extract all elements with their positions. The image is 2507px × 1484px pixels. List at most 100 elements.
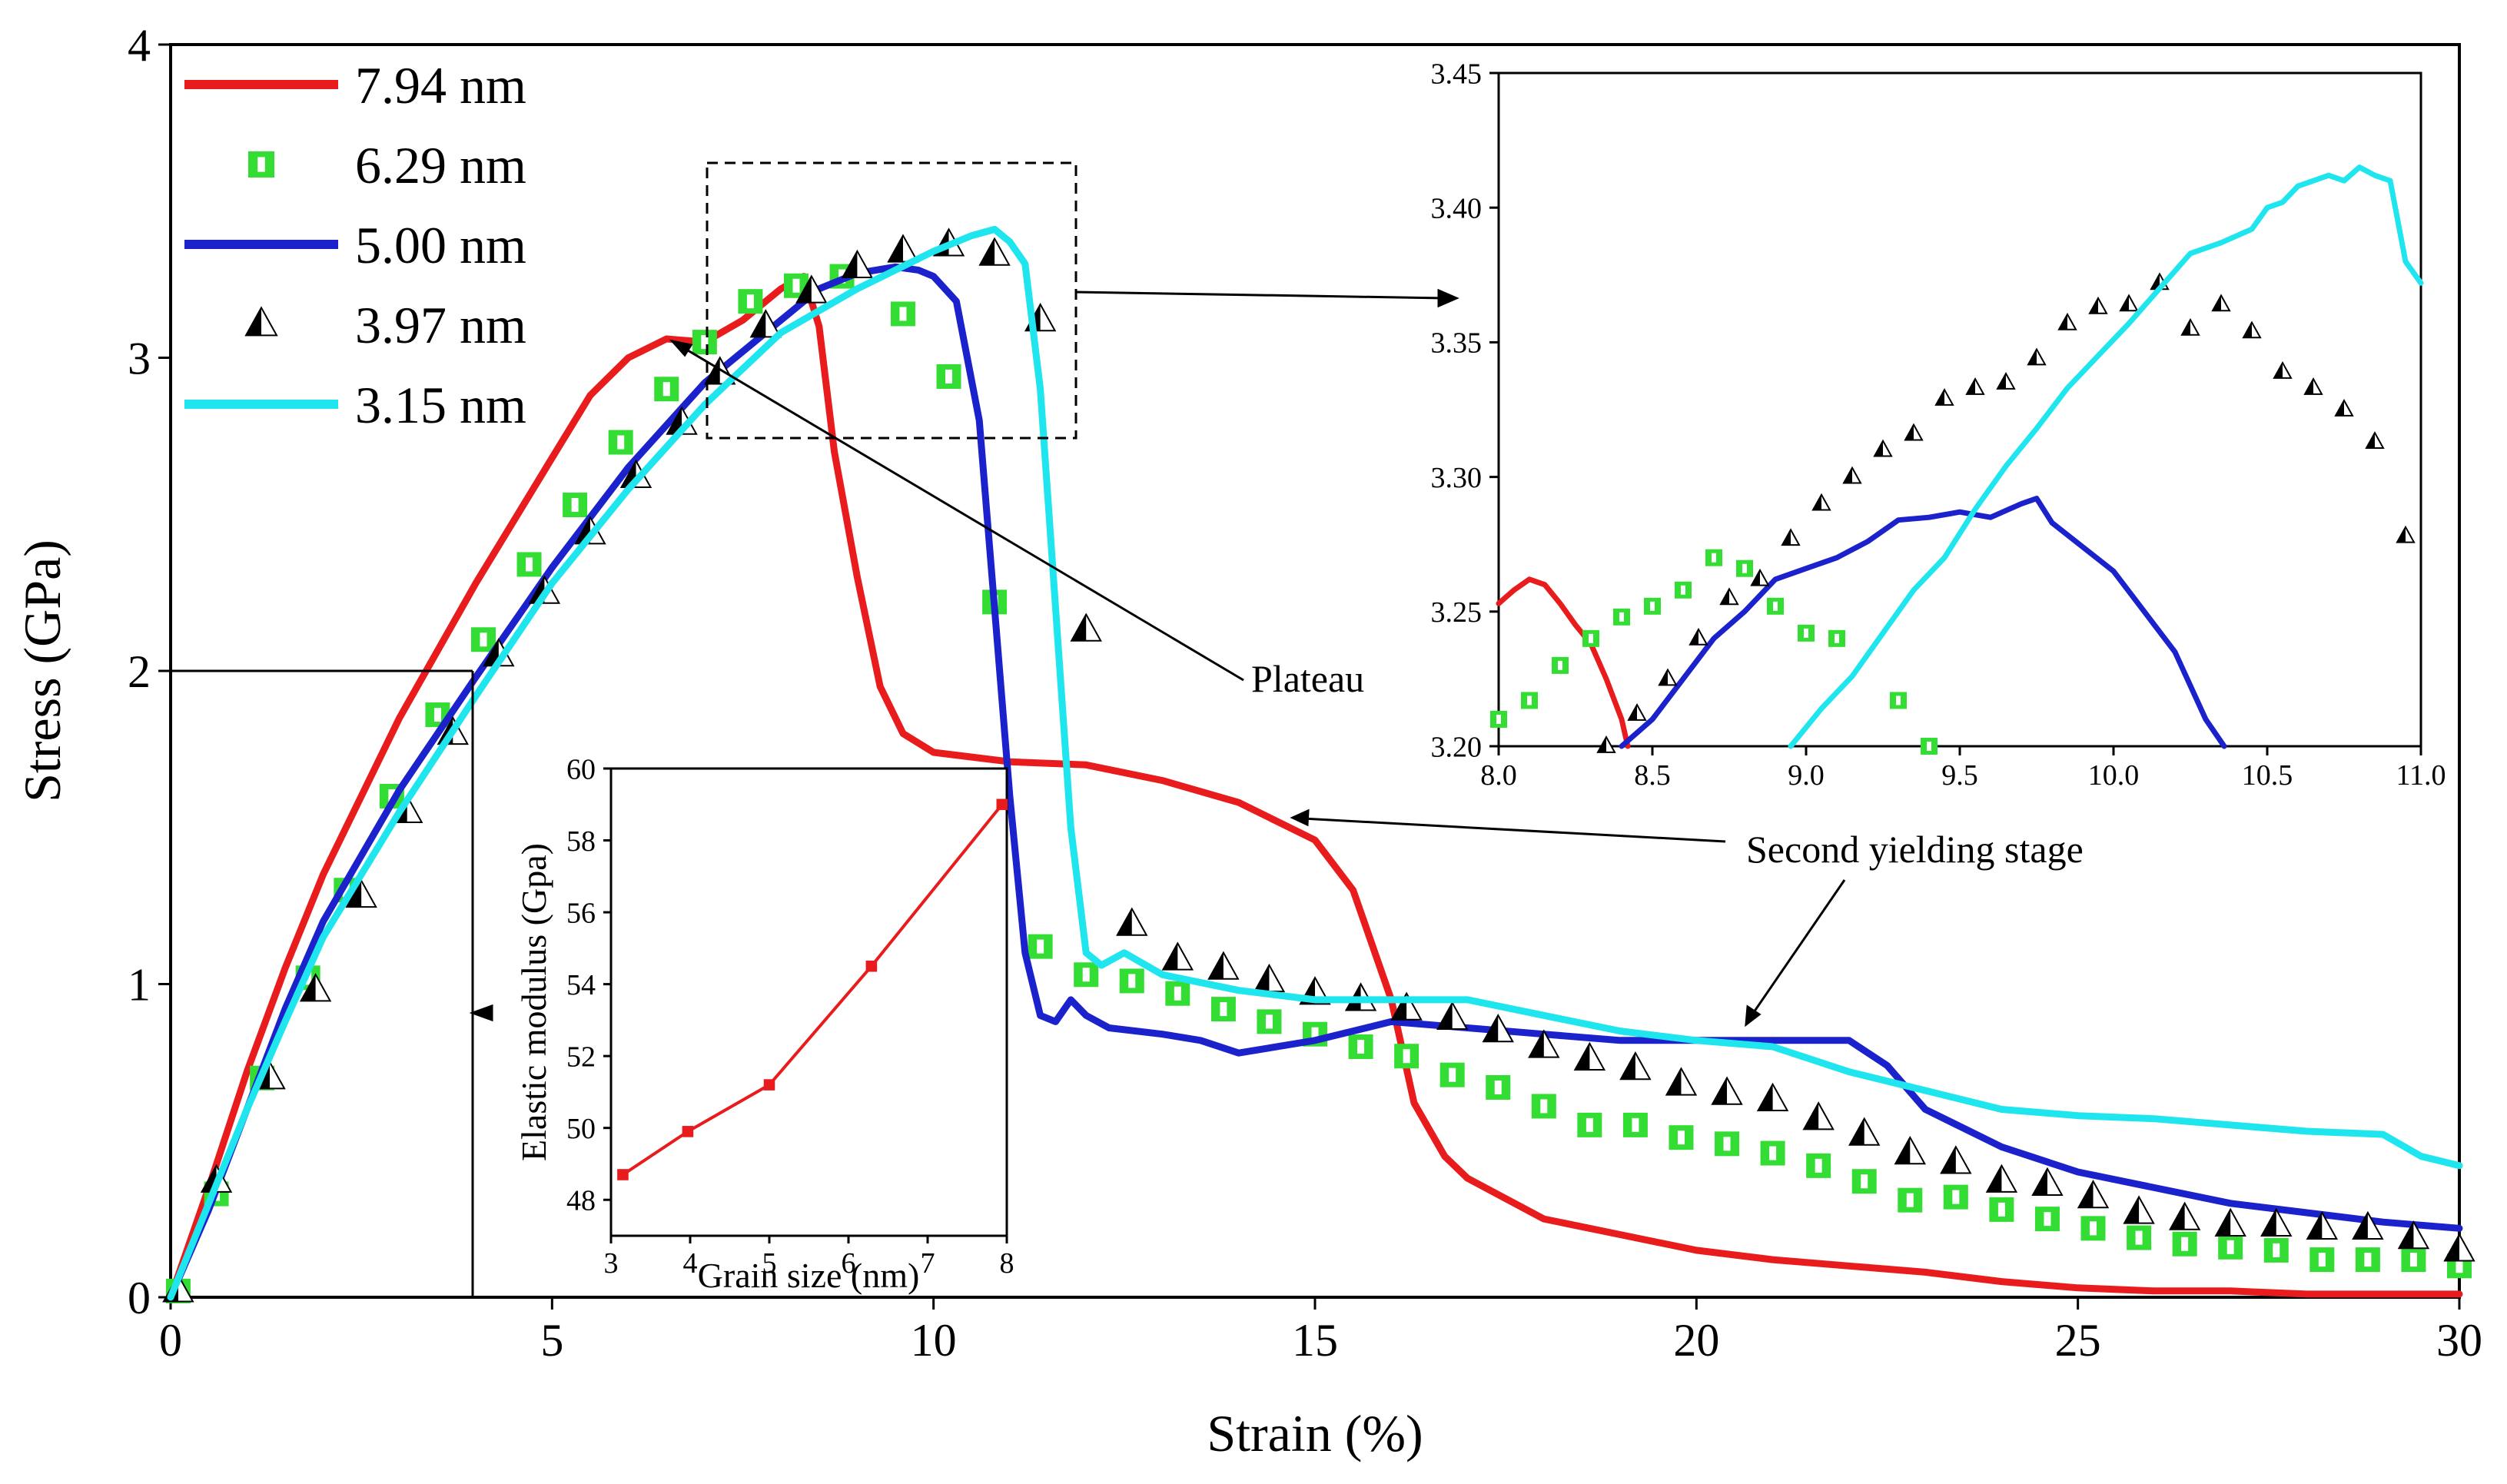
zoom-6-29-nm-point [1705,549,1722,566]
main-6-29-nm-point [1898,1187,1923,1213]
modulus-y-tick-label: 58 [566,825,596,858]
main-6-29-nm-point [2034,1207,2060,1232]
main-y-tick-label: 4 [128,20,151,71]
legend-3-15-nm-label: 3.15 nm [355,376,526,434]
zoom-3-97-nm-point [2242,320,2262,339]
main-y-tick-label: 2 [128,646,151,697]
zoom-x-tick-label: 10.0 [2088,759,2140,792]
main-3-97-nm-point [1573,1041,1606,1071]
main-6-29-nm-point [1028,934,1053,959]
legend-6-29-nm-label: 6.29 nm [355,136,526,194]
main-6-29-nm-point [2080,1216,2106,1241]
zoom-x-tick-label: 10.5 [2242,759,2293,792]
zoom-x-tick-label: 9.0 [1788,759,1825,792]
main-3-97-nm-point [299,973,332,1002]
zoom-3-97-nm-point [1904,423,1924,441]
zoom-y-tick-label: 3.45 [1431,58,1483,90]
main-6-29-nm-point [470,627,496,652]
zoom-3-97-nm-point [2334,399,2354,417]
zoom-3-97-nm-point [1965,377,1985,395]
main-6-29-nm-point [1210,997,1236,1022]
zoom-y-tick-label: 3.35 [1431,327,1483,360]
main-6-29-nm-point [890,301,915,327]
main-6-29-nm-point [608,430,633,455]
zoom-region-box [706,161,1078,440]
modulus-x-axis-label: Grain size (nm) [698,1256,920,1295]
main-6-29-nm-point [1851,1169,1877,1194]
main-x-axis-label: Strain (%) [1207,1404,1423,1462]
main-3-97-nm-point [1848,1117,1881,1146]
second-yield-pointer-arrowhead-2 [1745,1004,1762,1028]
plateau-label: Plateau [1251,657,1364,700]
main-3-97-nm-point [1940,1145,1972,1174]
main-3-97-nm-point [704,356,736,385]
main-6-29-nm-point [2401,1247,2426,1273]
main-3-97-nm-point [749,309,782,338]
main-3-97-nm-point [2397,1220,2430,1250]
main-6-29-nm-point [1669,1125,1694,1150]
main-6-29-nm-point [2355,1247,2380,1273]
zoom-y-tick-label: 3.25 [1431,596,1483,629]
zoom-3-97-nm-point [2303,377,2323,395]
modulus-y-tick-label: 50 [566,1113,596,1145]
modulus-elastic-modulus-point [763,1079,775,1091]
zoom-6-29-nm-point [1890,692,1907,709]
zoom-7-94-nm-line [1496,576,1631,749]
main-6-29-nm-point [1715,1131,1740,1157]
main-x-tick-label: 30 [2436,1315,2482,1366]
zoom-6-29-nm-point [1521,692,1538,709]
modulus-inset-bg [611,769,1007,1236]
legend-3-97-nm-swatch [244,306,278,337]
main-6-29-nm-point [2218,1234,2243,1260]
legend-6-29-nm-swatch [248,151,274,178]
zoom-x-tick-label: 11.0 [2396,759,2446,792]
zoom-x-tick-label: 8.0 [1480,759,1517,792]
main-x-tick-label: 25 [2055,1315,2101,1366]
zoom-3-97-nm-point [1627,703,1647,721]
main-3-97-nm-point [2214,1207,2246,1237]
zoom-x-tick-label: 9.5 [1941,759,1978,792]
zoom-6-29-nm-point [1613,608,1630,626]
main-6-29-nm-point [2172,1231,2197,1257]
main-3-97-nm-point [1985,1164,2018,1193]
second-yield-pointer-line-1 [1302,817,1726,843]
modulus-x-tick-label: 8 [1000,1247,1014,1280]
main-y-tick-label: 0 [128,1273,151,1323]
main-6-29-nm-point [654,377,679,402]
main-3-97-nm-point [1802,1101,1835,1130]
main-3-97-nm-point [2168,1201,2201,1230]
modulus-elastic-modulus-point [617,1169,629,1180]
main-6-29-nm-point [1394,1044,1420,1069]
main-3-15-nm-line [167,225,2463,1301]
main-3-97-nm-point [1894,1135,1926,1165]
modulus-y-tick-label: 60 [566,753,596,785]
main-3-97-nm-point [2443,1233,2475,1262]
zoom-6-29-nm-point [1490,710,1507,728]
zoom-x-tick-label: 8.5 [1634,759,1671,792]
zoom-3-97-nm-point [1719,587,1739,606]
zoom-5-00-nm-line [1619,496,2227,749]
zoom-3-97-nm-point [2180,317,2200,336]
zoom-3-97-nm-point [1658,668,1678,686]
modulus-x-tick-label: 7 [921,1247,935,1280]
modulus-y-tick-label: 56 [566,897,596,929]
zoom-3-97-nm-point [1842,466,1862,484]
main-7-94-nm-line [167,273,2463,1301]
zoom-inset-bg [1499,73,2421,746]
zoom-6-29-nm-point [1828,629,1845,647]
zoom-3-97-nm-point [2211,294,2231,312]
main-3-97-nm-point [795,274,828,304]
main-6-29-nm-point [2309,1247,2335,1273]
main-3-97-nm-point [1207,951,1240,980]
main-y-tick-label: 1 [128,960,151,1011]
main-x-tick-label: 10 [911,1315,957,1366]
modulus-x-tick-label: 6 [842,1247,856,1280]
main-6-29-nm-point [1989,1197,2014,1222]
main-6-29-nm-point [1943,1184,1968,1210]
zoom-3-97-nm-point [1934,388,1954,406]
main-6-29-nm-point [1531,1094,1556,1119]
zoom-3-97-nm-point [1688,627,1708,646]
legend-7-94-nm-label: 7.94 nm [355,56,526,115]
main-6-29-nm-point [2127,1225,2152,1250]
main-3-97-nm-point [345,878,377,908]
